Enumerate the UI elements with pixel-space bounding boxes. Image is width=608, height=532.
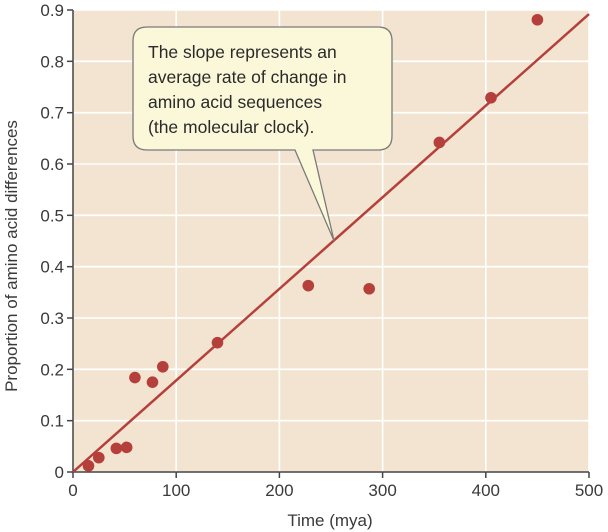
x-tick-label: 400 [472, 481, 500, 500]
data-point [110, 442, 123, 455]
x-tick-label: 200 [265, 481, 293, 500]
tick-labels: 0 100 200 300 400 500 0 0.1 0.2 0.3 0.4 0.5 0.6 0.7 0.… [40, 1, 603, 500]
x-tick-label: 100 [162, 481, 190, 500]
data-point [363, 282, 375, 295]
x-tick-label: 300 [368, 481, 396, 500]
data-point [156, 360, 169, 373]
callout-line-2: average rate of change in [148, 67, 346, 87]
data-point [302, 279, 315, 292]
y-tick-label: 0.8 [40, 52, 64, 71]
y-tick-label: 0.7 [40, 104, 64, 123]
data-point [82, 460, 95, 472]
y-tick-label: 0.9 [40, 1, 64, 20]
y-tick-label: 0.1 [40, 412, 64, 431]
y-tick-label: 0.5 [40, 206, 64, 225]
y-axis-title: Proportion of amino acid differences [2, 120, 21, 392]
y-tick-label: 0.2 [40, 360, 64, 379]
y-tick-label: 0.3 [40, 309, 64, 328]
data-point [485, 91, 497, 104]
data-points [82, 13, 544, 472]
x-tick-label: 500 [575, 481, 603, 500]
x-tick-label: 0 [68, 481, 77, 500]
y-tick-label: 0 [55, 463, 64, 482]
callout-line-4: (the molecular clock). [148, 117, 314, 137]
y-tick-label: 0.4 [40, 258, 64, 277]
data-point [120, 441, 133, 454]
annotation-callout: The slope represents an average rate of … [132, 26, 393, 242]
callout-line-3: amino acid sequences [148, 92, 322, 112]
callout-bubble [132, 26, 393, 242]
data-point [93, 451, 105, 464]
data-point [531, 13, 544, 26]
axes [67, 9, 590, 478]
x-axis-title: Time (mya) [287, 511, 372, 530]
data-point [211, 336, 224, 349]
data-point [129, 371, 141, 384]
callout-line-1: The slope represents an [148, 42, 337, 62]
data-point [146, 376, 159, 388]
y-tick-label: 0.6 [40, 155, 64, 174]
data-point [433, 136, 446, 149]
trendline [72, 13, 590, 473]
